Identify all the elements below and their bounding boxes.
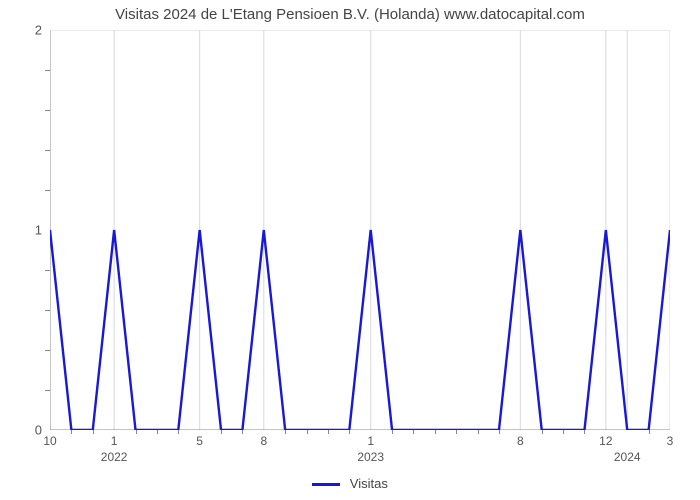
x-minor-tick [456,430,457,434]
chart-container: Visitas 2024 de L'Etang Pensioen B.V. (H… [0,0,700,500]
x-tick-label: 1 [111,434,118,448]
x-tick-label: 5 [196,434,203,448]
y-minor-tick [45,390,50,391]
x-minor-tick [307,430,308,434]
x-minor-tick [242,430,243,434]
y-minor-tick [45,70,50,71]
x-minor-tick [435,430,436,434]
x-tick-label: 8 [260,434,267,448]
y-minor-tick [45,190,50,191]
y-tick-label: 2 [12,23,42,38]
legend-swatch [312,483,340,486]
x-tick-label: 1 [367,434,374,448]
y-minor-tick [45,150,50,151]
x-minor-tick [413,430,414,434]
y-minor-tick [45,270,50,271]
y-minor-tick [45,310,50,311]
x-minor-tick [478,430,479,434]
x-tick-label: 3 [667,434,674,448]
x-minor-tick [649,430,650,434]
x-minor-tick [499,430,500,434]
x-year-label: 2024 [614,450,641,464]
x-minor-tick [542,430,543,434]
x-minor-tick [563,430,564,434]
y-minor-tick [45,110,50,111]
plot-area [50,30,670,430]
x-year-label: 2022 [101,450,128,464]
x-minor-tick [392,430,393,434]
x-tick-label: 12 [599,434,612,448]
x-minor-tick [349,430,350,434]
x-minor-tick [93,430,94,434]
chart-title: Visitas 2024 de L'Etang Pensioen B.V. (H… [0,6,700,23]
x-minor-tick [71,430,72,434]
x-minor-tick [178,430,179,434]
y-tick-label: 1 [12,223,42,238]
x-year-label: 2023 [357,450,384,464]
legend-label: Visitas [350,476,388,491]
plot-svg [50,30,670,430]
y-tick-label: 0 [12,423,42,438]
x-minor-tick [328,430,329,434]
x-tick-label: 10 [43,434,56,448]
x-minor-tick [157,430,158,434]
legend: Visitas [0,476,700,491]
x-minor-tick [285,430,286,434]
x-minor-tick [221,430,222,434]
x-tick-label: 8 [517,434,524,448]
x-minor-tick [136,430,137,434]
x-minor-tick [584,430,585,434]
y-minor-tick [45,350,50,351]
